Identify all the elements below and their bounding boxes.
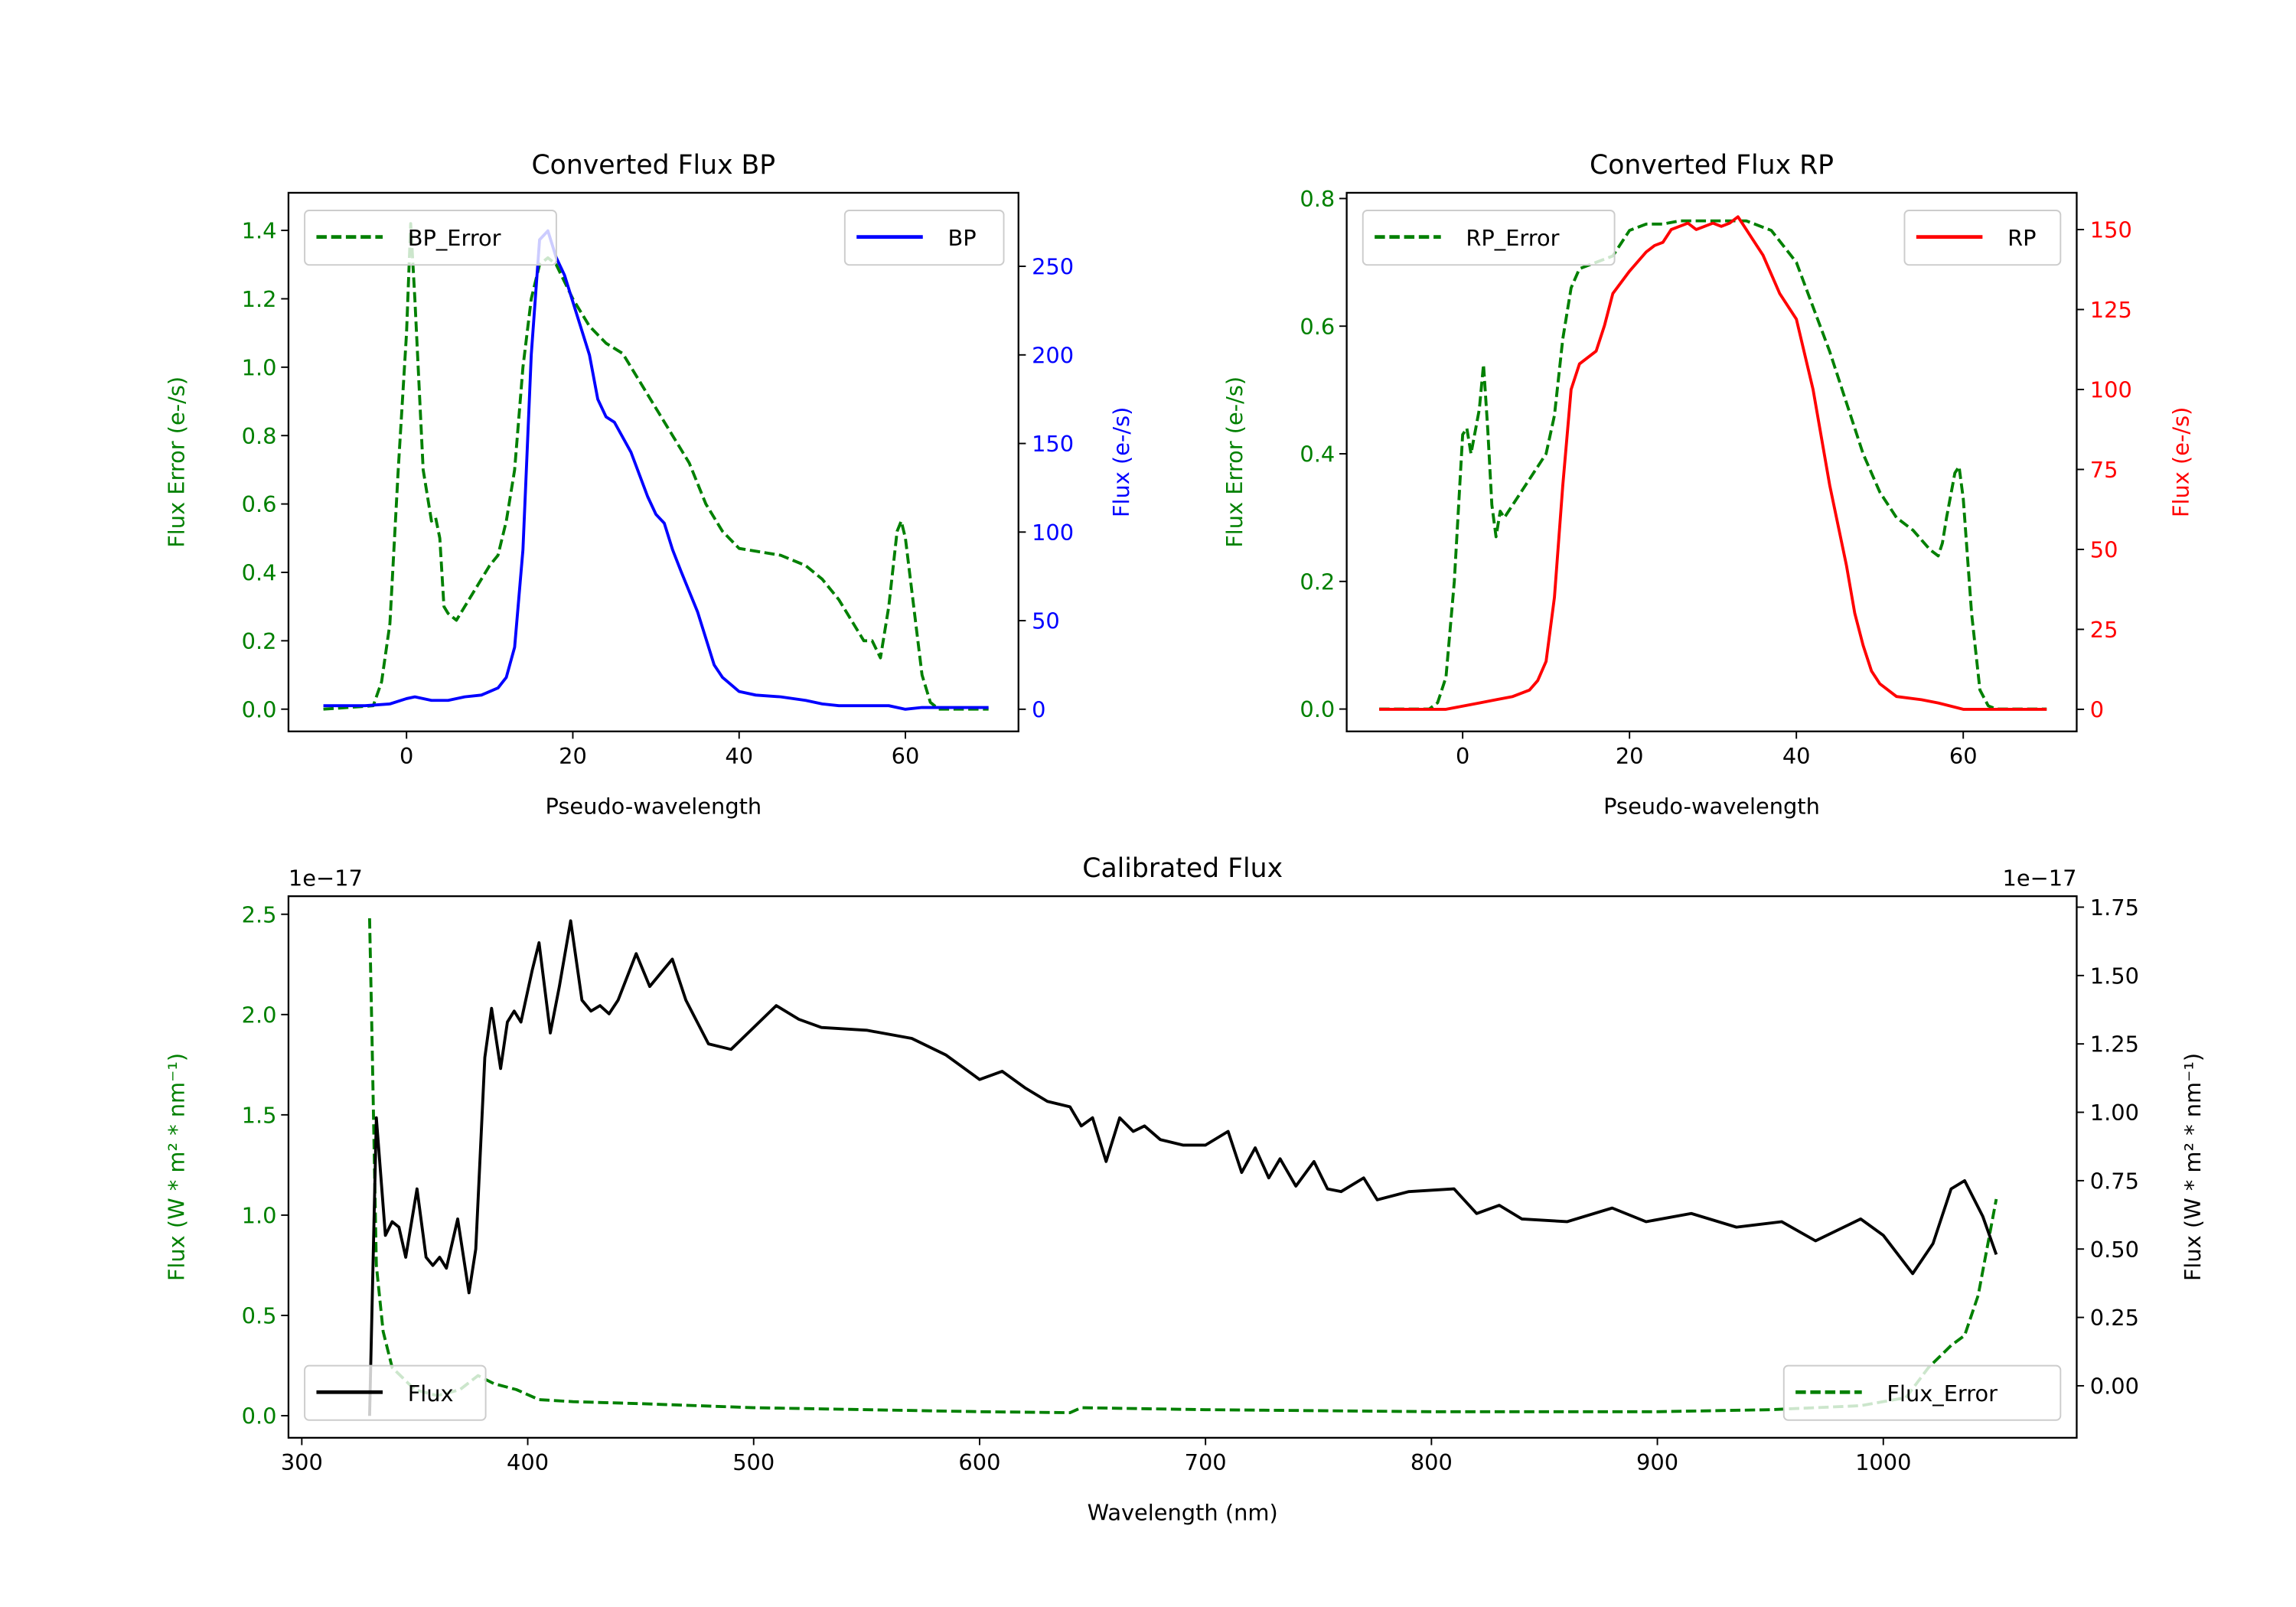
legend-box [1782,1364,2062,1421]
axes-frame [1345,191,2078,732]
flux-error-legend[interactable]: Flux_Error [1782,1364,2062,1421]
y-right-tick-label: 1.00 [2090,1100,2139,1126]
y-left-axis-label: Flux Error (e-/s) [1221,376,1247,548]
y-left-axis-label: Flux Error (e-/s) [163,376,189,548]
y-left-axis-label: Flux (W * m² * nm⁻¹) [163,1053,189,1281]
x-tick-label: 300 [281,1449,323,1475]
y-right-tick-label: 0.00 [2090,1374,2139,1400]
y-right-tick-label: 100 [2090,377,2132,403]
y-right-axis-label: Flux (e-/s) [2168,407,2194,517]
y-right-tick-label: 200 [1032,342,1074,368]
y-right-tick-label: 50 [1032,608,1060,634]
axes-frame [287,895,2078,1439]
x-tick-label: 20 [1616,743,1644,769]
x-axis-label: Pseudo-wavelength [1603,793,1820,819]
legend-box [304,1364,487,1421]
y-left-tick-label: 0.8 [1300,186,1335,212]
y-left-tick-label: 0.0 [1300,696,1335,722]
y-right-tick-label: 0.50 [2090,1237,2139,1263]
rp-legend[interactable]: RP [1903,210,2062,266]
x-tick-label: 0 [1456,743,1469,769]
x-tick-label: 40 [1782,743,1811,769]
y-left-offset-text: 1e−17 [289,865,363,892]
y-right-tick-label: 1.75 [2090,895,2139,921]
chart-title: Converted Flux RP [1590,150,1834,181]
chart-title: Calibrated Flux [1082,853,1283,884]
y-left-tick-label: 0.2 [242,628,277,654]
x-tick-label: 800 [1411,1449,1453,1475]
x-axis-label: Pseudo-wavelength [545,793,762,819]
y-right-tick-label: 75 [2090,457,2118,483]
x-tick-label: 0 [400,743,413,769]
legend-box [1362,210,1616,266]
x-axis-label: Wavelength (nm) [1088,1500,1278,1526]
y-right-tick-label: 100 [1032,520,1074,546]
legend-label: Flux_Error [1887,1380,1998,1407]
x-tick-label: 20 [559,743,587,769]
bp-legend[interactable]: BP [843,210,1005,266]
x-tick-label: 600 [958,1449,1000,1475]
y-left-tick-label: 1.4 [242,218,277,244]
y-right-axis-label: Flux (e-/s) [1108,407,1134,517]
y-right-tick-label: 1.50 [2090,963,2139,989]
x-tick-label: 900 [1636,1449,1678,1475]
y-right-tick-label: 250 [1032,254,1074,280]
axes-frame [287,191,1019,732]
y-right-tick-label: 125 [2090,297,2132,323]
y-right-tick-label: 1.25 [2090,1032,2139,1058]
y-left-tick-label: 1.0 [242,1202,277,1228]
rp-chart: 0 20 40 60 0.0 0.2 0.4 0.6 0.8 Flux Error (e-/s) 0… [1221,150,2194,820]
x-tick-label: 500 [732,1449,775,1475]
bp-error-legend[interactable]: BP_Error [304,210,557,266]
y-right-axis-label: Flux (W * m² * nm⁻¹) [2180,1053,2206,1281]
flux-legend[interactable]: Flux [304,1364,487,1421]
rp-line [1379,215,2047,711]
flux-line [367,919,1998,1416]
x-tick-label: 700 [1185,1449,1227,1475]
y-left-tick-label: 0.6 [242,491,277,517]
x-tick-label: 40 [725,743,753,769]
legend-label: RP_Error [1466,225,1559,251]
rp-error-legend[interactable]: RP_Error [1362,210,1616,266]
bp-line [323,229,989,711]
y-left-tick-label: 0.2 [1300,569,1335,595]
y-right-tick-label: 150 [2090,217,2132,243]
y-left-tick-label: 0.0 [242,1403,277,1429]
legend-box [843,210,1005,266]
y-right-tick-label: 25 [2090,617,2118,643]
y-right-tick-label: 0.75 [2090,1168,2139,1194]
y-left-tick-label: 1.2 [242,286,277,312]
legend-label: RP [2007,225,2036,251]
y-right-tick-label: 0 [2090,697,2104,723]
x-tick-label: 60 [892,743,920,769]
y-left-tick-label: 1.0 [242,354,277,380]
legend-box [304,210,557,266]
y-left-tick-label: 0.4 [1300,442,1335,468]
x-tick-label: 400 [507,1449,549,1475]
y-left-tick-label: 0.6 [1300,314,1335,340]
legend-label: Flux [408,1380,454,1407]
y-right-offset-text: 1e−17 [2003,865,2077,892]
y-left-tick-label: 2.0 [242,1002,277,1028]
legend-label: BP_Error [408,225,501,251]
legend-label: BP [947,225,976,251]
y-right-tick-label: 50 [2090,537,2118,563]
rp-error-line [1379,219,2047,711]
y-right-tick-label: 150 [1032,431,1074,457]
cal-chart: 300 400 500 600 700 800 900 1000 0.0 0.5 1.0 1.5 2.0… [163,853,2206,1525]
chart-title: Converted Flux BP [532,150,776,181]
y-left-tick-label: 0.5 [242,1303,277,1329]
y-left-tick-label: 0.4 [242,560,277,586]
bp-chart: 0 20 40 60 0.0 0.2 0.4 0.6 0.8 1.0 1.2 1.4 Flux Erro… [163,150,1134,820]
y-left-tick-label: 1.5 [242,1102,277,1128]
y-right-tick-label: 0 [1032,696,1045,722]
y-left-tick-label: 2.5 [242,901,277,927]
y-left-tick-label: 0.8 [242,423,277,449]
y-right-tick-label: 0.25 [2090,1305,2139,1331]
x-tick-label: 60 [1949,743,1978,769]
y-left-tick-label: 0.0 [242,696,277,722]
x-tick-label: 1000 [1855,1449,1911,1475]
